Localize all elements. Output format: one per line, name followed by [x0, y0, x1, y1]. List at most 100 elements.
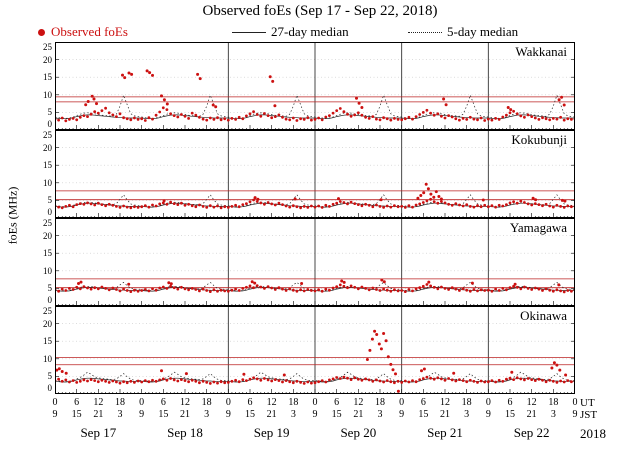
y-tick-label: 0	[47, 207, 53, 217]
y-tick-label: 15	[43, 72, 52, 83]
x-tick-jst: 3	[290, 409, 296, 420]
plot-wakkanai: Wakkanai	[53, 42, 577, 130]
x-tick-ut: 12	[526, 397, 537, 408]
x-tick-ut: 12	[93, 397, 104, 408]
x-tick-ut: 6	[160, 397, 166, 408]
y-tick-label: 25	[43, 306, 52, 316]
x-tick-jst: 9	[52, 409, 58, 420]
x-tick-jst: 21	[353, 409, 364, 420]
x-tick-ut: 0	[312, 397, 318, 408]
y-tick-label: 15	[43, 336, 52, 347]
y-tick-label: 15	[43, 160, 52, 171]
station-label: Okinawa	[520, 308, 567, 323]
x-tick-jst: 3	[377, 409, 383, 420]
x-tick-jst: 15	[158, 409, 169, 420]
x-tick-ut: 6	[334, 397, 340, 408]
panel-okinawa: Okinawa	[53, 306, 577, 394]
x-tick-jst: 9	[399, 409, 405, 420]
station-label: Wakkanai	[515, 44, 567, 59]
legend-median5-label: 5-day median	[447, 24, 519, 39]
legend-median27-label: 27-day median	[271, 24, 349, 39]
panel-kokubunji: Kokubunji	[53, 130, 577, 218]
y-tick-label: 0	[47, 295, 53, 305]
y-tick-label: 0	[47, 119, 53, 129]
y-tick-label: 20	[43, 230, 52, 241]
y-tick-label: 25	[43, 130, 52, 140]
x-tick-ut: 6	[507, 397, 513, 408]
x-tick-jst: 3	[117, 409, 123, 420]
x-tick-ut: 0	[52, 397, 58, 408]
solid-line-icon	[232, 32, 266, 34]
y-tick-label: 5	[47, 283, 53, 294]
x-tick-jst: 15	[331, 409, 342, 420]
y-tick-label: 20	[43, 54, 52, 65]
x-tick-jst: 21	[526, 409, 537, 420]
plot-yamagawa: Yamagawa	[53, 218, 577, 306]
date-label: Sep 21	[427, 425, 463, 440]
x-tick-ut: 6	[420, 397, 426, 408]
x-tick-ut: 18	[201, 397, 212, 408]
panel-yamagawa: Yamagawa	[53, 218, 577, 306]
x-tick-ut: 0	[399, 397, 405, 408]
station-label: Kokubunji	[511, 132, 567, 147]
year-label: 2018	[580, 426, 606, 441]
date-label: Sep 19	[253, 425, 290, 440]
ut-suffix-label: UT	[580, 397, 595, 409]
y-tick-label: 25	[43, 218, 52, 228]
observed-dot-icon	[38, 29, 45, 36]
x-tick-ut: 18	[375, 397, 385, 408]
y-tick-label: 20	[43, 142, 52, 153]
y-tick-label: 10	[43, 89, 52, 100]
chart-title: Observed foEs (Sep 17 - Sep 22, 2018)	[202, 3, 438, 19]
x-tick-ut: 0	[225, 397, 231, 408]
y-axis-label: foEs (MHz)	[5, 186, 20, 245]
y-tick-label: 5	[47, 195, 53, 206]
x-tick-ut: 18	[461, 397, 472, 408]
jst-suffix-label: JST	[580, 409, 598, 421]
legend-median27: 27-day median	[232, 24, 349, 40]
x-tick-ut: 18	[288, 397, 299, 408]
y-tick-label: 15	[43, 248, 52, 259]
x-tick-ut: 18	[115, 397, 125, 408]
x-tick-jst: 21	[266, 409, 277, 420]
legend-observed: Observed foEs	[38, 24, 128, 40]
x-tick-ut: 0	[485, 397, 491, 408]
date-label: Sep 17	[80, 425, 117, 440]
x-tick-ut: 18	[548, 397, 559, 408]
y-tick-label: 10	[43, 353, 52, 364]
x-tick-ut: 12	[266, 397, 277, 408]
date-label: Sep 18	[167, 425, 203, 440]
plot-okinawa: Okinawa	[53, 306, 577, 394]
x-tick-ut: 12	[353, 397, 364, 408]
x-tick-jst: 15	[71, 409, 82, 420]
station-label: Yamagawa	[510, 220, 567, 235]
x-tick-jst: 15	[505, 409, 515, 420]
x-tick-ut: 12	[180, 397, 190, 408]
x-tick-jst: 9	[572, 409, 578, 420]
x-tick-jst: 21	[180, 409, 190, 420]
y-tick-label: 0	[47, 383, 53, 393]
x-tick-jst: 3	[204, 409, 210, 420]
dotted-line-icon	[408, 32, 442, 34]
x-tick-jst: 21	[440, 409, 450, 420]
date-label: Sep 22	[513, 425, 550, 440]
x-tick-jst: 9	[485, 409, 491, 420]
x-tick-ut: 12	[440, 397, 450, 408]
x-tick-jst: 15	[418, 409, 429, 420]
y-tick-label: 10	[43, 177, 52, 188]
legend-median5: 5-day median	[408, 24, 518, 40]
y-tick-label: 5	[47, 107, 53, 118]
legend-observed-label: Observed foEs	[51, 24, 128, 39]
x-tick-jst: 21	[93, 409, 104, 420]
x-tick-jst: 9	[312, 409, 318, 420]
date-label: Sep 20	[340, 425, 377, 440]
x-tick-jst: 3	[464, 409, 470, 420]
x-tick-ut: 6	[247, 397, 253, 408]
x-tick-ut: 6	[74, 397, 80, 408]
panel-wakkanai: Wakkanai	[53, 42, 577, 130]
x-tick-jst: 9	[139, 409, 145, 420]
plot-kokubunji: Kokubunji	[53, 130, 577, 218]
y-tick-label: 10	[43, 265, 52, 276]
x-tick-jst: 15	[245, 409, 255, 420]
